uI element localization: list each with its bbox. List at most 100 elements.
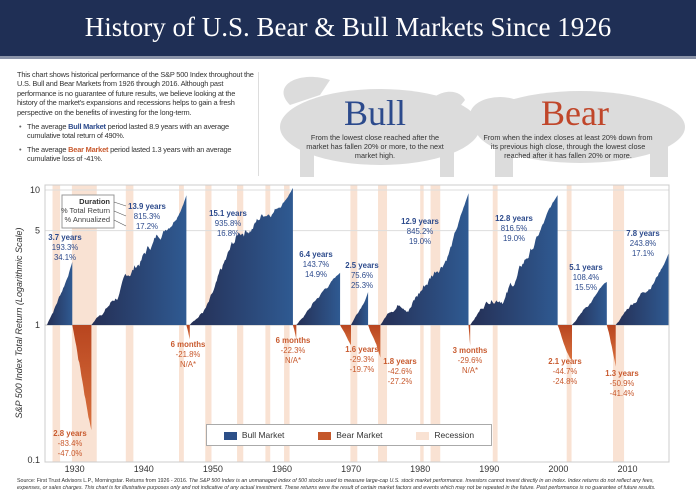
period-duration: 7.8 years — [626, 229, 660, 238]
x-tick-label: 1980 — [410, 464, 430, 474]
period-duration: 1.8 years — [383, 357, 417, 366]
bullet-text: period lasted 1.3 years with an average … — [27, 144, 232, 164]
period-total-return: -29.6% — [458, 356, 483, 365]
period-annualized-return: -47.0% — [58, 449, 83, 458]
period-total-return: -29.3% — [350, 355, 375, 364]
period-total-return: 75.6% — [351, 271, 373, 280]
bull-keyword: Bull Market — [68, 122, 106, 132]
bull-market-area — [571, 281, 607, 325]
bear-period-label: 6 months-22.3%N/A* — [276, 336, 311, 365]
bull-bear-silhouettes — [280, 76, 685, 177]
period-duration: 2.8 years — [53, 429, 87, 438]
bear-period-label: 2.1 years-44.7%-24.8% — [548, 357, 582, 386]
bear-keyword: Bear Market — [68, 144, 109, 154]
period-annualized-return: 15.5% — [575, 283, 597, 292]
period-total-return: 108.4% — [573, 273, 600, 282]
intro-text: This chart shows historical performance … — [17, 70, 255, 168]
bull-market-area — [470, 195, 558, 325]
bull-market-area — [91, 195, 187, 325]
y-tick-label: 10 — [30, 185, 40, 195]
source-text: Source: First Trust Advisors L.P., Morni… — [17, 478, 189, 484]
bear-period-label: 1.6 years-29.3%-19.7% — [345, 345, 379, 374]
period-duration: 6.4 years — [299, 250, 333, 259]
bear-period-label: 1.3 years-50.9%-41.4% — [605, 369, 639, 398]
bull-average-bullet: The average Bull Market period lasted 8.… — [19, 122, 255, 141]
bear-market-area — [557, 325, 572, 360]
period-annualized-return: 17.2% — [136, 222, 158, 231]
bear-market-area — [606, 325, 616, 367]
bullet-text: The average — [27, 144, 69, 154]
bull-market-area — [47, 261, 73, 325]
header-banner: History of U.S. Bear & Bull Markets Sinc… — [0, 0, 696, 59]
legend-bear: Bear Market — [318, 430, 383, 440]
bull-silhouette-icon — [280, 76, 480, 177]
period-total-return: 815.3% — [134, 212, 161, 221]
period-duration: 12.9 years — [401, 217, 439, 226]
bear-definition: From when the index closes at least 20% … — [483, 133, 653, 160]
divider — [258, 72, 259, 176]
period-duration: 12.8 years — [495, 214, 533, 223]
period-annualized-return: 19.0% — [503, 234, 525, 243]
period-duration: 2.1 years — [548, 357, 582, 366]
legend-recession-label: Recession — [434, 430, 475, 440]
bear-average-bullet: The average Bear Market period lasted 1.… — [19, 144, 255, 164]
bear-period-label: 3 months-29.6%N/A* — [453, 346, 488, 375]
period-annualized-return: -41.4% — [610, 389, 635, 398]
period-annualized-return: N/A* — [462, 366, 478, 375]
bear-market-area — [292, 325, 297, 340]
bear-period-label: 1.8 years-42.6%-27.2% — [383, 357, 417, 386]
period-total-return: 243.8% — [630, 239, 657, 248]
period-annualized-return: -24.8% — [553, 377, 578, 386]
period-total-return: -44.7% — [553, 367, 578, 376]
bear-period-label: 2.8 years-83.4%-47.0% — [53, 429, 87, 458]
x-tick-label: 2010 — [618, 464, 638, 474]
period-duration: 1.6 years — [345, 345, 379, 354]
period-annualized-return: 17.1% — [632, 249, 654, 258]
intro-paragraph: This chart shows historical performance … — [17, 70, 254, 117]
x-tick-label: 1930 — [65, 464, 85, 474]
bear-heading: Bear — [541, 93, 609, 133]
x-tick-label: 1940 — [134, 464, 154, 474]
period-total-return: -42.6% — [388, 367, 413, 376]
y-tick-label: 1 — [35, 320, 40, 330]
period-annualized-return: -19.7% — [350, 365, 375, 374]
period-duration: 1.3 years — [605, 369, 639, 378]
bull-swatch — [223, 431, 237, 440]
period-duration: 15.1 years — [209, 209, 247, 218]
legend-bull: Bull Market — [223, 430, 284, 440]
bear-market-area — [72, 325, 92, 431]
period-annualized-return: 25.3% — [351, 281, 373, 290]
legend-recession: Recession — [416, 430, 474, 440]
period-annualized-return: 16.8% — [217, 229, 239, 238]
period-duration: 13.9 years — [128, 202, 166, 211]
x-tick-label: 1990 — [479, 464, 499, 474]
period-total-return: 816.5% — [501, 224, 528, 233]
bear-market-area — [468, 325, 471, 346]
period-annualized-return: 34.1% — [54, 253, 76, 262]
period-total-return: -50.9% — [610, 379, 635, 388]
period-total-return: -83.4% — [58, 439, 83, 448]
bull-market-area — [296, 272, 341, 325]
key-total-return: % Total Return — [61, 206, 110, 215]
page-title: History of U.S. Bear & Bull Markets Sinc… — [84, 12, 612, 42]
period-annualized-return: N/A* — [285, 356, 301, 365]
key-box: Duration % Total Return % Annualized — [61, 194, 127, 229]
bull-market-area — [615, 252, 669, 325]
key-annualized: % Annualized — [65, 215, 110, 224]
period-duration: 2.5 years — [345, 261, 379, 270]
recession-band — [566, 185, 572, 462]
x-tick-label: 1960 — [272, 464, 292, 474]
bear-market-area — [368, 325, 381, 358]
period-annualized-return: 14.9% — [305, 270, 327, 279]
period-annualized-return: -27.2% — [388, 377, 413, 386]
period-total-return: -22.3% — [281, 346, 306, 355]
disclaimer-text: The S&P 500 Index is an unmanaged index … — [17, 478, 656, 491]
bear-market-area — [340, 325, 351, 346]
